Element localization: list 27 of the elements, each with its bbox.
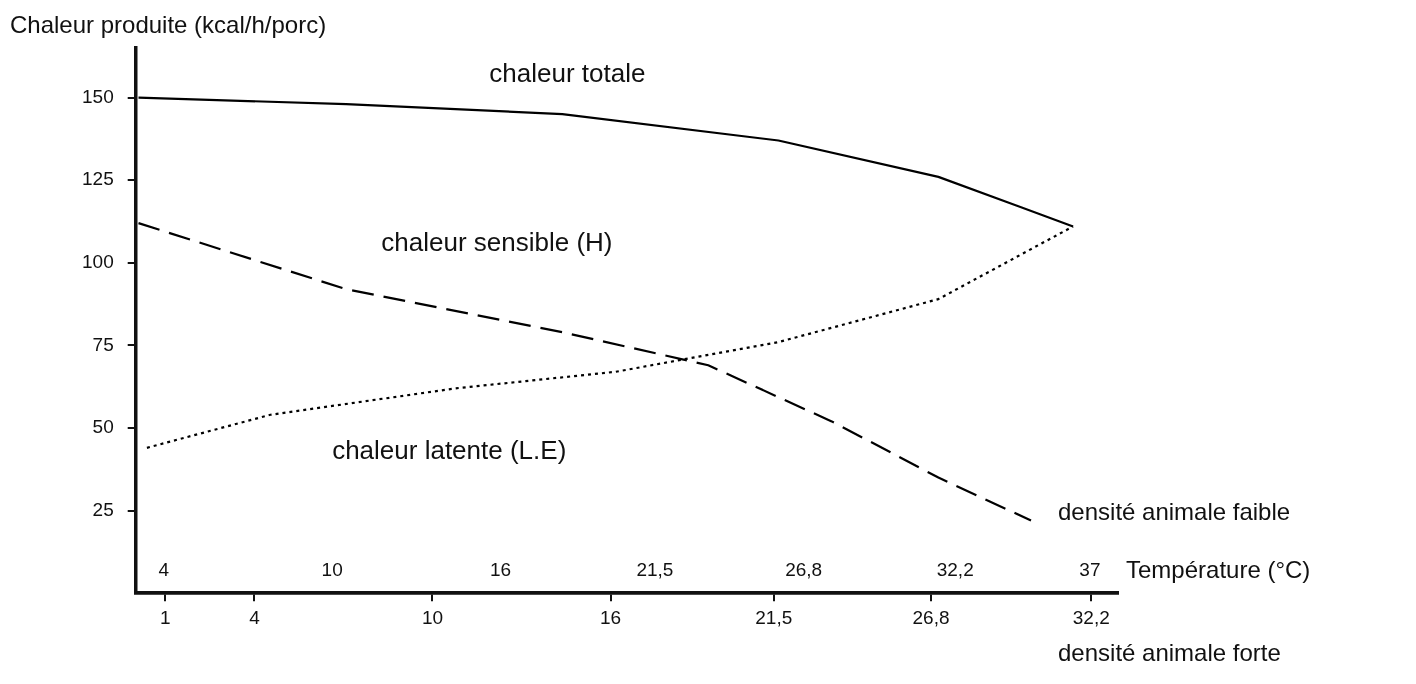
x2-tick-label: 4 bbox=[249, 606, 261, 628]
x2-tick-label: 1 bbox=[160, 606, 171, 628]
x2-tick-label: 32,2 bbox=[1072, 606, 1110, 628]
x-tick-label: 10 bbox=[321, 559, 343, 581]
y-tick-label: 125 bbox=[82, 168, 114, 190]
x2-tick-label: 26,8 bbox=[912, 606, 950, 628]
x2-tick-label: 21,5 bbox=[755, 606, 793, 628]
series-label: chaleur totale bbox=[489, 58, 646, 89]
y-tick-label: 50 bbox=[92, 416, 114, 438]
x-tick-label: 4 bbox=[158, 559, 170, 581]
x-tick-label: 21,5 bbox=[636, 559, 674, 581]
y-axis-title: Chaleur produite (kcal/h/porc) bbox=[10, 10, 327, 38]
y-tick-label: 100 bbox=[82, 251, 114, 273]
annotation: densité animale faible bbox=[1058, 497, 1291, 525]
y-tick-label: 150 bbox=[82, 85, 114, 107]
series-label: chaleur latente (L.E) bbox=[332, 434, 567, 465]
x2-tick-label: 16 bbox=[599, 606, 622, 628]
text: densité animale forte bbox=[1058, 638, 1281, 666]
x2-tick-label: 10 bbox=[421, 606, 444, 628]
series-label: chaleur sensible (H) bbox=[381, 227, 613, 258]
x-tick-label: 16 bbox=[489, 559, 512, 581]
x-tick-label: 32,2 bbox=[936, 559, 974, 581]
x-tick-label: 26,8 bbox=[785, 559, 823, 581]
x-axis-title: Température (°C) bbox=[1126, 555, 1311, 583]
x-tick-label: 37 bbox=[1079, 559, 1101, 581]
y-tick-label: 75 bbox=[92, 333, 114, 355]
y-tick-label: 25 bbox=[92, 498, 114, 520]
